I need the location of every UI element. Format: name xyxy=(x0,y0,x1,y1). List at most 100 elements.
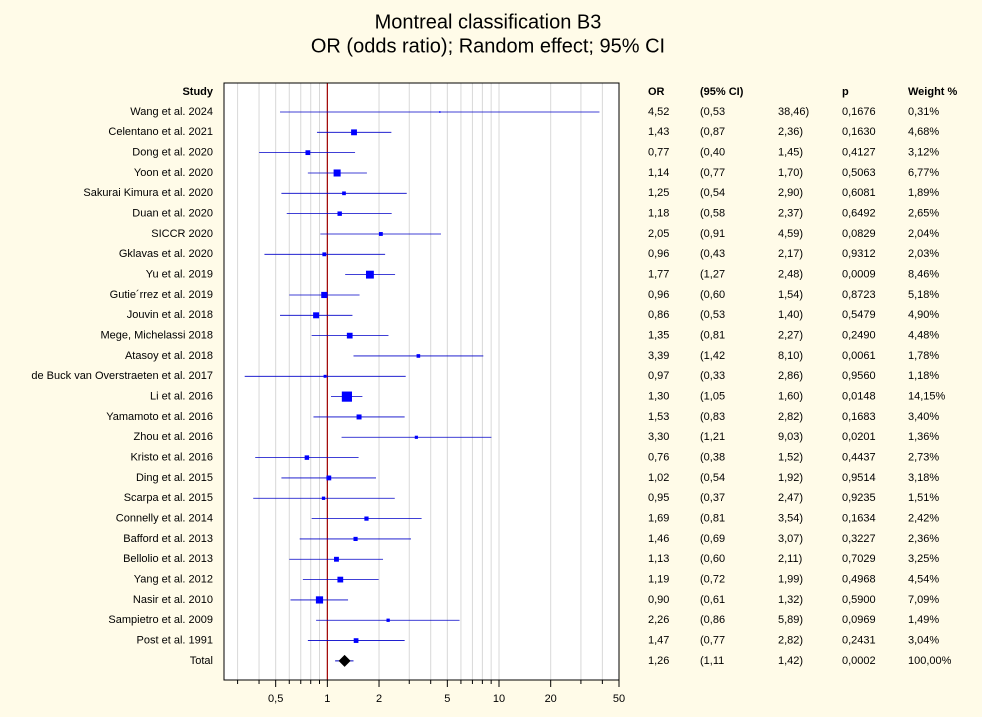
effect-square xyxy=(356,414,362,420)
study-label: Dong et al. 2020 xyxy=(132,147,213,159)
ci-upper: 5,89) xyxy=(778,614,803,626)
or-value: 3,30 xyxy=(648,431,669,443)
ci-upper: 1,32) xyxy=(778,594,803,606)
column-header: (95% CI) xyxy=(700,86,744,98)
or-value: 2,05 xyxy=(648,228,669,240)
effect-square xyxy=(333,169,341,177)
or-value: 1,69 xyxy=(648,513,669,525)
effect-square xyxy=(439,111,441,113)
p-value: 0,0148 xyxy=(842,391,876,403)
study-label: Jouvin et al. 2018 xyxy=(127,309,213,321)
study-label: Scarpa et al. 2015 xyxy=(124,492,213,504)
ci-upper: 2,27) xyxy=(778,330,803,342)
effect-square xyxy=(341,391,352,402)
or-value: 1,02 xyxy=(648,472,669,484)
study-label: Sampietro et al. 2009 xyxy=(108,614,213,626)
weight-value: 3,40% xyxy=(908,411,939,423)
column-header: p xyxy=(842,86,849,98)
p-value: 0,0201 xyxy=(842,431,876,443)
ci-upper: 9,03) xyxy=(778,431,803,443)
ci-lower: (0,33 xyxy=(700,370,725,382)
or-value: 0,77 xyxy=(648,147,669,159)
p-value: 0,1634 xyxy=(842,513,876,525)
p-value: 0,1683 xyxy=(842,411,876,423)
p-value: 0,5900 xyxy=(842,594,876,606)
weight-value: 6,77% xyxy=(908,167,939,179)
ci-upper: 1,70) xyxy=(778,167,803,179)
p-value: 0,0009 xyxy=(842,269,876,281)
p-value: 0,6081 xyxy=(842,187,876,199)
or-value: 1,14 xyxy=(648,167,669,179)
ci-lower: (0,54 xyxy=(700,472,725,484)
or-value: 1,77 xyxy=(648,269,669,281)
p-value: 0,6492 xyxy=(842,208,876,220)
study-label: Wang et al. 2024 xyxy=(130,106,213,118)
ci-lower: (0,72 xyxy=(700,573,725,585)
ci-lower: (0,58 xyxy=(700,208,725,220)
ci-upper: 8,10) xyxy=(778,350,803,362)
weight-value: 0,31% xyxy=(908,106,939,118)
ci-lower: (1,27 xyxy=(700,269,725,281)
study-label: Yu et al. 2019 xyxy=(146,269,213,281)
effect-square xyxy=(337,576,344,583)
effect-square xyxy=(342,191,346,196)
p-value: 0,4127 xyxy=(842,147,876,159)
p-value: 0,9514 xyxy=(842,472,876,484)
p-value: 0,9560 xyxy=(842,370,876,382)
effect-square xyxy=(365,270,374,279)
ci-upper: 1,99) xyxy=(778,573,803,585)
effect-square xyxy=(334,556,339,562)
ci-upper: 1,92) xyxy=(778,472,803,484)
study-label: Gutie´rrez et al. 2019 xyxy=(110,289,213,301)
ci-upper: 38,46) xyxy=(778,106,809,118)
weight-value: 1,18% xyxy=(908,370,939,382)
ci-upper: 2,82) xyxy=(778,411,803,423)
ci-lower: (0,38 xyxy=(700,452,725,464)
study-label: Post et al. 1991 xyxy=(137,634,213,646)
ci-lower: (0,77 xyxy=(700,634,725,646)
ci-lower: (0,60 xyxy=(700,553,725,565)
ci-upper: 2,11) xyxy=(778,553,802,565)
p-value: 0,4968 xyxy=(842,573,876,585)
p-value: 0,0969 xyxy=(842,614,876,626)
p-value: 0,4437 xyxy=(842,452,876,464)
effect-square xyxy=(322,252,327,257)
p-value: 0,2431 xyxy=(842,634,876,646)
effect-square xyxy=(416,354,421,358)
or-value: 1,46 xyxy=(648,533,669,545)
x-tick-label: 20 xyxy=(545,693,557,705)
weight-value: 4,90% xyxy=(908,309,939,321)
weight-value: 1,49% xyxy=(908,614,939,626)
ci-lower: (0,81 xyxy=(700,330,725,342)
or-value: 0,76 xyxy=(648,452,669,464)
weight-value: 14,15% xyxy=(908,391,946,403)
column-header: OR xyxy=(648,86,665,98)
effect-square xyxy=(353,536,358,542)
effect-square xyxy=(315,596,324,604)
weight-value: 5,18% xyxy=(908,289,939,301)
ci-lower: (0,83 xyxy=(700,411,725,423)
ci-lower: (0,43 xyxy=(700,248,725,260)
chart-title: Montreal classification B3 xyxy=(375,11,602,33)
p-value: 0,5479 xyxy=(842,309,876,321)
ci-upper: 2,48) xyxy=(778,269,803,281)
or-value: 1,35 xyxy=(648,330,669,342)
effect-square xyxy=(351,129,357,136)
weight-value: 1,36% xyxy=(908,431,939,443)
study-label: Connelly et al. 2014 xyxy=(116,513,213,525)
study-label: Atasoy et al. 2018 xyxy=(125,350,213,362)
or-value: 1,25 xyxy=(648,187,669,199)
study-label: Duan et al. 2020 xyxy=(132,208,213,220)
or-value: 1,53 xyxy=(648,411,669,423)
weight-value: 1,51% xyxy=(908,492,939,504)
plot-area xyxy=(224,83,619,680)
p-value: 0,9312 xyxy=(842,248,876,260)
weight-value: 3,04% xyxy=(908,634,939,646)
effect-square xyxy=(353,638,359,643)
plot-border xyxy=(223,82,620,681)
x-tick-label: 5 xyxy=(444,693,450,705)
study-label: Ding et al. 2015 xyxy=(136,472,213,484)
study-label: Total xyxy=(190,655,213,667)
ci-upper: 2,47) xyxy=(778,492,803,504)
